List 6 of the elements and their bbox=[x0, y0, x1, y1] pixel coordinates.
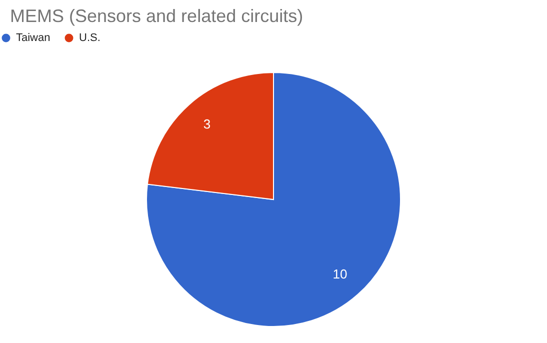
chart-title: MEMS (Sensors and related circuits) bbox=[10, 6, 304, 26]
data-label: 10 bbox=[332, 266, 348, 282]
pie-slice bbox=[146, 72, 401, 327]
legend-label: Taiwan bbox=[16, 32, 50, 44]
legend-label: U.S. bbox=[79, 32, 100, 44]
data-label: 3 bbox=[203, 116, 211, 132]
